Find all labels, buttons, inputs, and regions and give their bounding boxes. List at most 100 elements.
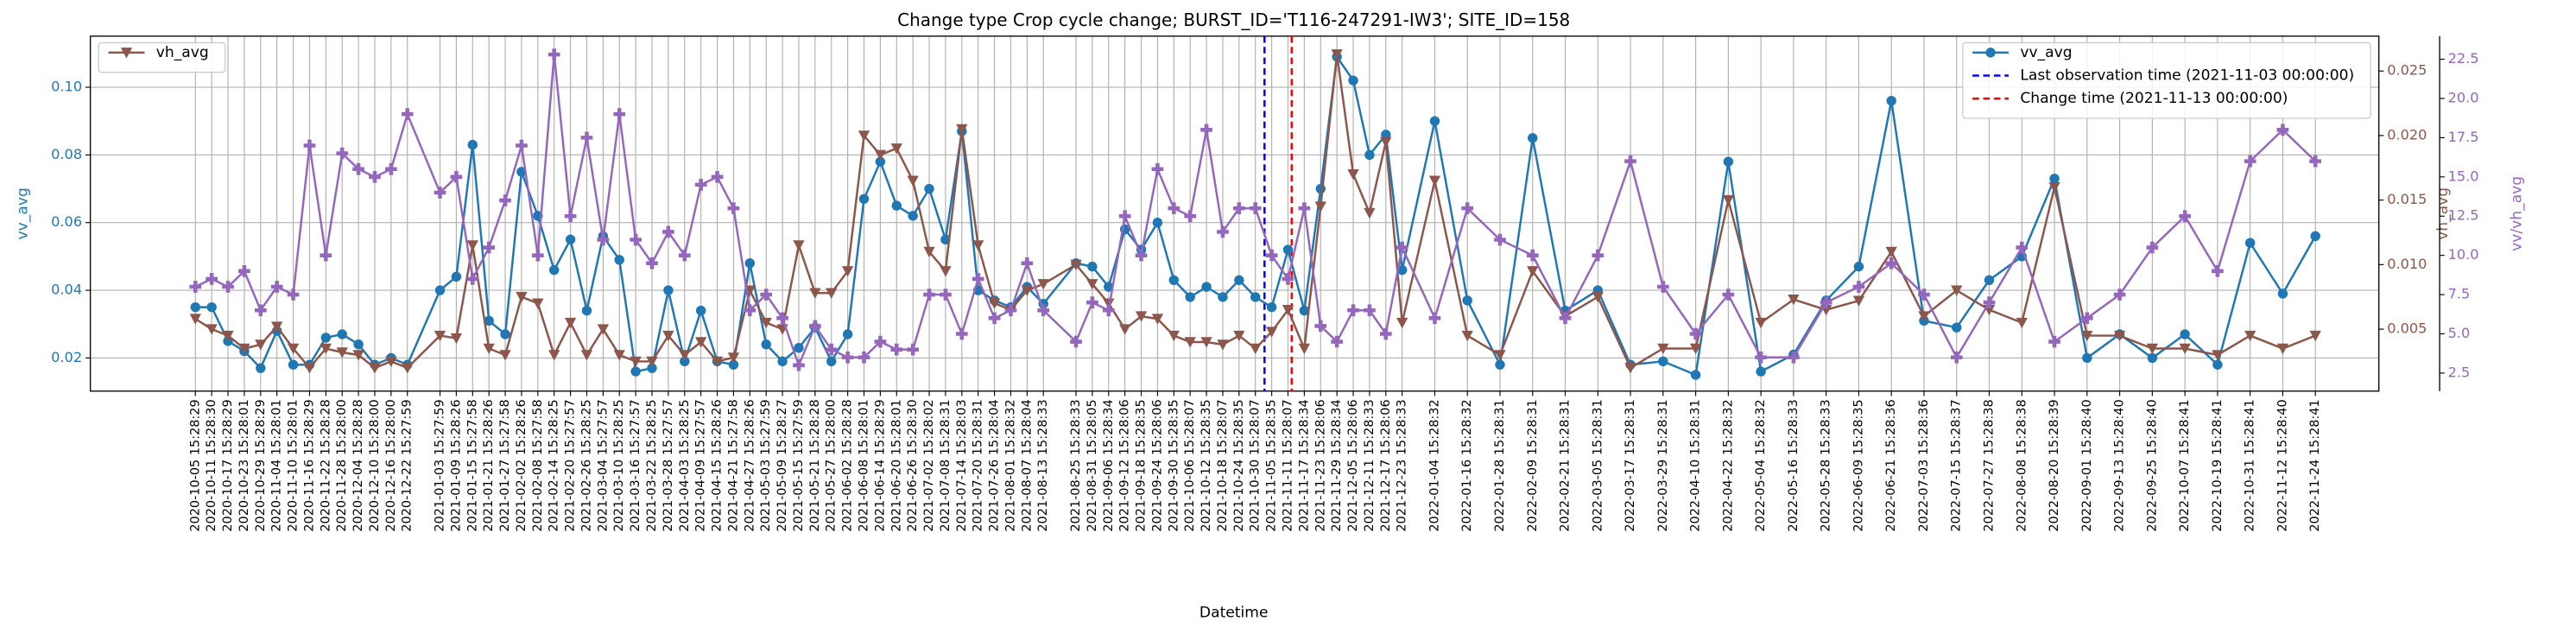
data-point bbox=[1820, 296, 1832, 309]
data-point bbox=[1086, 279, 1098, 290]
data-point bbox=[1918, 311, 1930, 322]
data-point bbox=[450, 333, 463, 345]
data-point bbox=[1348, 75, 1358, 86]
data-point bbox=[760, 317, 772, 329]
data-point bbox=[353, 339, 364, 350]
data-point bbox=[1952, 322, 1962, 333]
y2-axis-label: vh_avg bbox=[2434, 187, 2452, 240]
data-point bbox=[1298, 343, 1311, 355]
data-point bbox=[1885, 246, 1897, 258]
data-point bbox=[1347, 169, 1359, 181]
data-point bbox=[531, 249, 544, 262]
data-point bbox=[499, 194, 511, 206]
y3-tick-label: 5.0 bbox=[2448, 325, 2471, 341]
x-tick-label: 2022-09-25 15:28:40 bbox=[2145, 399, 2159, 531]
data-point bbox=[1331, 49, 1343, 60]
x-tick-label: 2021-06-20 15:28:01 bbox=[889, 399, 903, 531]
data-point bbox=[516, 139, 528, 152]
data-point bbox=[972, 240, 984, 251]
data-point bbox=[2179, 210, 2191, 223]
data-point bbox=[547, 48, 560, 60]
legend-marker bbox=[120, 48, 133, 59]
data-point bbox=[1592, 249, 1604, 262]
data-point bbox=[352, 350, 364, 361]
data-point bbox=[336, 347, 348, 358]
x-tick-label: 2021-01-15 15:27:58 bbox=[465, 399, 479, 531]
data-point bbox=[434, 330, 446, 342]
x-tick-label: 2021-02-02 15:28:26 bbox=[515, 399, 528, 531]
x-tick-label: 2022-10-31 15:28:41 bbox=[2244, 399, 2257, 531]
x-tick-label: 2021-11-23 15:28:06 bbox=[1313, 399, 1327, 531]
data-point bbox=[1722, 194, 1735, 206]
y3-tick-label: 17.5 bbox=[2448, 129, 2479, 145]
data-point bbox=[1526, 249, 1539, 262]
data-point bbox=[451, 271, 462, 282]
data-point bbox=[352, 162, 364, 175]
x-tick-label: 2020-11-28 15:28:00 bbox=[335, 399, 349, 531]
x-tick-label: 2021-09-18 15:28:35 bbox=[1135, 399, 1149, 531]
data-point bbox=[484, 315, 494, 327]
data-point bbox=[303, 363, 316, 374]
data-point bbox=[2276, 124, 2289, 136]
data-point bbox=[434, 187, 446, 199]
x-tick-label: 2021-05-09 15:28:27 bbox=[775, 399, 789, 531]
data-point bbox=[2146, 343, 2159, 355]
data-point bbox=[467, 139, 478, 150]
x-tick-label: 2021-10-18 15:28:07 bbox=[1216, 399, 1230, 531]
x-tick-label: 2021-02-20 15:27:57 bbox=[564, 399, 578, 531]
data-point bbox=[1559, 312, 1572, 325]
x-tick-label: 2021-08-01 15:28:32 bbox=[1003, 399, 1017, 531]
x-tick-label: 2022-06-21 15:28:36 bbox=[1884, 399, 1898, 531]
data-point bbox=[1723, 156, 1734, 167]
data-point bbox=[1265, 327, 1278, 338]
data-point bbox=[189, 314, 201, 325]
data-point bbox=[1315, 183, 1326, 194]
data-point bbox=[2113, 288, 2126, 301]
data-point bbox=[337, 329, 347, 339]
data-point bbox=[1380, 136, 1392, 149]
data-point bbox=[401, 108, 414, 120]
data-point bbox=[908, 211, 918, 221]
x-tick-label: 2022-10-19 15:28:41 bbox=[2211, 399, 2225, 531]
data-point bbox=[206, 301, 217, 313]
y3-tick-label: 22.5 bbox=[2448, 50, 2479, 67]
data-point bbox=[809, 288, 821, 299]
data-point bbox=[1135, 249, 1148, 262]
x-tick-label: 2021-02-14 15:28:25 bbox=[547, 399, 561, 531]
data-point bbox=[1200, 124, 1212, 136]
data-point bbox=[434, 285, 446, 295]
data-point bbox=[402, 363, 414, 374]
x-tick-label: 2021-01-21 15:28:26 bbox=[482, 399, 496, 531]
data-point bbox=[1755, 351, 1767, 364]
data-point bbox=[761, 339, 771, 350]
data-point bbox=[988, 298, 1001, 309]
data-point bbox=[1495, 359, 1505, 370]
data-point bbox=[777, 356, 788, 367]
data-point bbox=[1494, 233, 1506, 246]
data-point bbox=[907, 175, 919, 187]
x-tick-label: 2021-06-08 15:28:01 bbox=[858, 399, 871, 531]
data-point bbox=[2049, 174, 2060, 184]
data-point bbox=[972, 273, 984, 285]
data-point bbox=[450, 170, 463, 183]
data-point bbox=[2212, 264, 2224, 277]
data-point bbox=[1528, 133, 1538, 143]
data-point bbox=[1200, 337, 1212, 348]
x-tick-label: 2021-03-10 15:28:25 bbox=[612, 399, 626, 531]
x-tick-label: 2021-02-26 15:28:25 bbox=[579, 399, 593, 531]
x-tick-label: 2021-02-08 15:27:58 bbox=[531, 399, 545, 531]
data-point bbox=[483, 343, 495, 355]
data-point bbox=[1396, 264, 1408, 276]
legend-label: vh_avg bbox=[156, 44, 209, 61]
data-point bbox=[2309, 330, 2321, 342]
data-point bbox=[2016, 317, 2028, 329]
x-tick-label: 2021-10-12 15:28:35 bbox=[1199, 399, 1213, 531]
data-point bbox=[580, 350, 593, 361]
x-tick-label: 2021-09-24 15:28:06 bbox=[1150, 399, 1164, 531]
data-point bbox=[662, 225, 674, 238]
data-point bbox=[630, 356, 642, 368]
data-point bbox=[1037, 279, 1049, 290]
data-point bbox=[940, 288, 952, 301]
y2-tick-label: 0.025 bbox=[2387, 62, 2427, 79]
x-tick-label: 2021-08-31 15:28:05 bbox=[1085, 399, 1099, 531]
